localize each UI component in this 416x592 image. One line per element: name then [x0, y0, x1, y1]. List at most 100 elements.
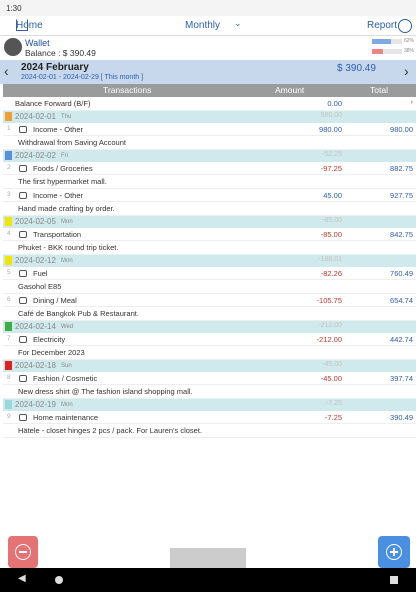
note: For December 2023: [18, 348, 85, 357]
category-icon: [19, 374, 27, 382]
note-row: New dress shirt @ The fashion island sho…: [3, 385, 416, 399]
back-button[interactable]: ◀: [18, 573, 26, 584]
note: Phuket - BKK round trip ticket.: [18, 243, 119, 252]
prev-button[interactable]: ‹: [4, 63, 9, 79]
transaction-row[interactable]: 6 Dining / Meal -105.75 654.74: [3, 294, 416, 307]
day-flag: [5, 150, 12, 160]
next-button[interactable]: ›: [404, 63, 409, 79]
day-flag: [5, 321, 12, 331]
amount: -45.00: [320, 373, 342, 383]
day-weekday: Thu: [61, 113, 72, 120]
note: Hand made crafting by order.: [18, 204, 115, 213]
note-row: Withdrawal from Saving Account: [3, 136, 416, 150]
note: Café de Bangkok Pub & Restaurant.: [18, 309, 139, 318]
system-nav: ◀: [0, 568, 416, 592]
transaction-row[interactable]: 1 Income - Other 980.00 980.00: [3, 123, 416, 136]
transaction-row[interactable]: 8 Fashion / Cosmetic -45.00 397.74: [3, 372, 416, 385]
bar-label: 62%: [404, 38, 415, 44]
bar-fill: [372, 39, 391, 44]
row-number: 4: [7, 229, 11, 237]
transaction-row[interactable]: 3 Income - Other 45.00 927.75: [3, 189, 416, 202]
view-toggle[interactable]: [170, 548, 246, 568]
day-total: -7.25: [326, 399, 342, 407]
category-icon: [19, 230, 27, 238]
note-row: Hätele - closet hinges 2 pcs / pack. For…: [3, 424, 416, 438]
row-number: 8: [7, 373, 11, 381]
status-bar: 1:30: [0, 0, 416, 16]
day-weekday: Mon: [61, 401, 73, 408]
wallet-name[interactable]: Wallet: [25, 38, 50, 48]
category-icon: [19, 335, 27, 343]
running-total: 760.49: [390, 268, 413, 278]
forward-label: Balance Forward (B/F): [15, 99, 91, 108]
amount: 980.00: [319, 124, 342, 134]
day-total: 980.00: [320, 111, 342, 119]
category: Fuel: [33, 268, 48, 278]
day-header: 2024-02-01 Thu 980.00: [3, 110, 416, 123]
day-header: 2024-02-05 Mon -85.00: [3, 215, 416, 228]
bar-track: [372, 49, 402, 54]
day-total: -85.00: [322, 216, 342, 224]
category: Dining / Meal: [33, 295, 77, 305]
day-header: 2024-02-02 Fri -52.25: [3, 149, 416, 162]
forward-amount: 0.00: [327, 99, 342, 108]
day-flag: [5, 360, 12, 370]
category: Fashion / Cosmetic: [33, 373, 98, 383]
amount: -105.75: [316, 295, 342, 305]
day-flag: [5, 399, 12, 409]
recents-button[interactable]: [390, 576, 398, 584]
day-header: 2024-02-18 Sun -45.00: [3, 359, 416, 372]
category-icon: [19, 191, 27, 199]
transaction-row[interactable]: 5 Fuel -82.26 760.49: [3, 267, 416, 280]
note-row: For December 2023: [3, 346, 416, 360]
category-icon: [19, 125, 27, 133]
day-header: 2024-02-19 Mon -7.25: [3, 398, 416, 411]
amount: -97.25: [320, 163, 342, 173]
transaction-row[interactable]: 7 Electricity -212.00 442.74: [3, 333, 416, 346]
category: Electricity: [33, 334, 66, 344]
running-total: 927.75: [390, 190, 413, 200]
home-nav[interactable]: [55, 576, 63, 584]
note-row: Gasohol E85: [3, 280, 416, 294]
category: Foods / Groceries: [33, 163, 93, 173]
row-number: 9: [7, 412, 11, 420]
toolbar: Home Monthly ⌄ Report: [0, 16, 416, 36]
running-total: 397.74: [390, 373, 413, 383]
add-income-button[interactable]: [378, 536, 410, 568]
home-button[interactable]: Home: [16, 20, 43, 31]
add-expense-button[interactable]: [8, 536, 38, 568]
day-header: 2024-02-12 Mon -188.01: [3, 254, 416, 267]
note-row: Hand made crafting by order.: [3, 202, 416, 216]
home-icon: [16, 19, 28, 31]
note: The first hypermarket mall.: [18, 177, 107, 186]
amount: -85.00: [320, 229, 342, 239]
period-selector[interactable]: Monthly: [185, 20, 221, 31]
running-total: 390.49: [390, 412, 413, 422]
transaction-row[interactable]: 9 Home maintenance -7.25 390.49: [3, 411, 416, 424]
note: Hätele - closet hinges 2 pcs / pack. For…: [18, 426, 203, 435]
row-number: 1: [7, 124, 11, 132]
note-row: Phuket - BKK round trip ticket.: [3, 241, 416, 255]
row-number: 3: [7, 190, 11, 198]
transaction-row[interactable]: 2 Foods / Groceries -97.25 882.75: [3, 162, 416, 175]
day-date: 2024-02-19: [15, 399, 56, 409]
category: Income - Other: [33, 190, 84, 200]
running-total: 654.74: [390, 295, 413, 305]
amount: -212.00: [316, 334, 342, 344]
row-number: 2: [7, 163, 11, 171]
forward-row: Balance Forward (B/F) 0.00 ›: [3, 97, 416, 111]
period-range: 2024-02-01 - 2024-02-29 [ This month ]: [21, 74, 144, 81]
day-flag: [5, 216, 12, 226]
day-weekday: Mon: [61, 257, 73, 264]
wallet-header: Wallet Balance : $ 390.49 62% 38%: [0, 36, 416, 60]
category: Income - Other: [33, 124, 84, 134]
day-date: 2024-02-14: [15, 321, 56, 331]
row-number: 6: [7, 295, 11, 303]
wallet-balance: Balance : $ 390.49: [25, 48, 96, 58]
note-row: The first hypermarket mall.: [3, 175, 416, 189]
report-button[interactable]: Report: [367, 20, 398, 31]
day-date: 2024-02-12: [15, 255, 56, 265]
transaction-row[interactable]: 4 Transportation -85.00 842.75: [3, 228, 416, 241]
row-number: 7: [7, 334, 11, 342]
header-total: Total: [370, 85, 388, 95]
